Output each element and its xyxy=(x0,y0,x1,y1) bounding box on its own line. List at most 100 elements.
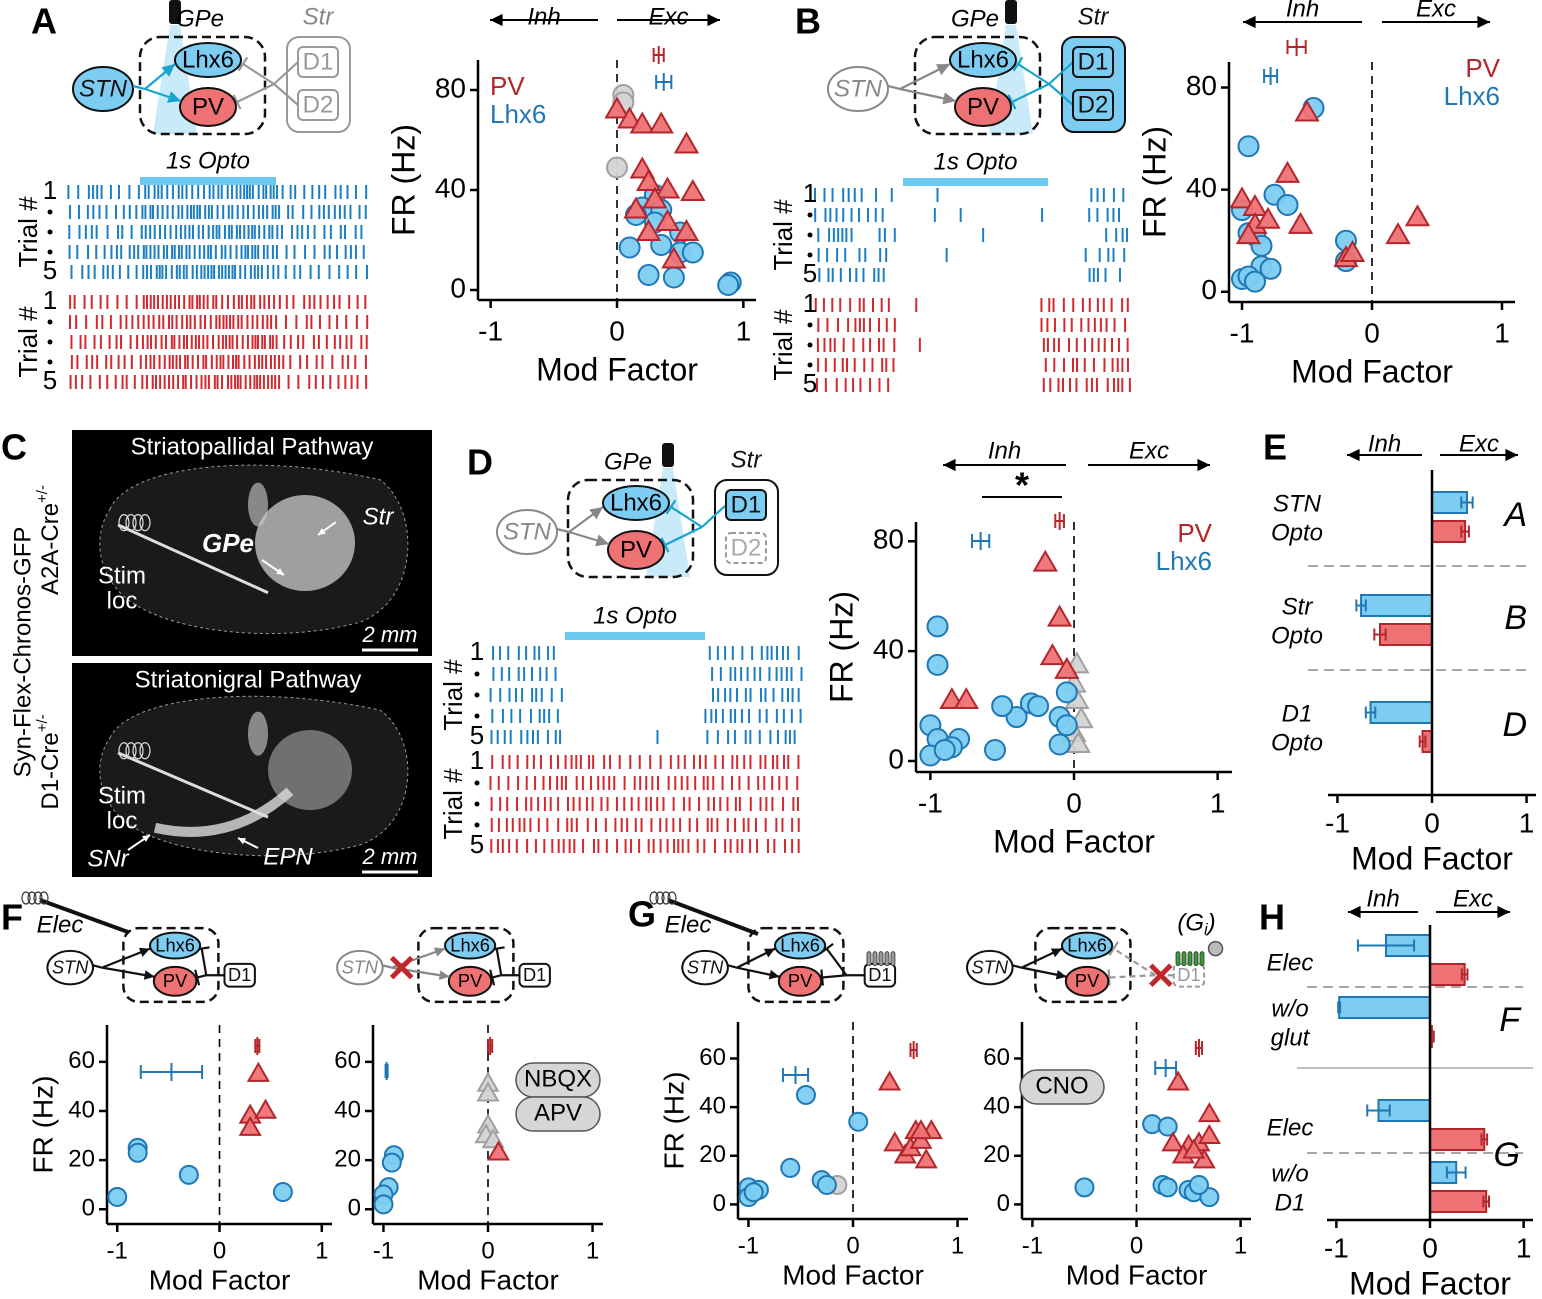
triangle-point xyxy=(1255,206,1281,229)
receptor-label-part: (G xyxy=(1177,910,1204,937)
lhx6-cell xyxy=(1061,931,1114,960)
circle-point xyxy=(1157,1177,1178,1198)
trial-number: 5 xyxy=(43,365,57,395)
category-label: w/o xyxy=(1271,1160,1308,1187)
badge xyxy=(515,1096,601,1132)
inhibitory-link xyxy=(1011,83,1050,103)
y-tick-label: 0 xyxy=(348,1195,361,1222)
inhibitory-link xyxy=(236,83,275,103)
trial-dot xyxy=(474,801,480,807)
pv-label: PV xyxy=(458,970,483,991)
annotation: Exc xyxy=(648,3,688,30)
triangle-point xyxy=(648,111,674,134)
d1-label: D1 xyxy=(1177,964,1200,985)
receptor-helix xyxy=(866,951,872,967)
y-tick-label: 20 xyxy=(699,1141,726,1168)
fluorescence-tract xyxy=(153,787,294,837)
x-axis-label: Mod Factor xyxy=(993,823,1155,859)
lhx6-label: Lhx6 xyxy=(1067,934,1107,955)
arrow-head xyxy=(161,64,175,77)
circle-point xyxy=(1259,257,1282,280)
category-label: Opto xyxy=(1271,622,1323,649)
mean-error-bar xyxy=(384,1062,389,1080)
arrow-head xyxy=(943,458,956,472)
circle-point xyxy=(272,1182,293,1203)
circle-point xyxy=(618,236,641,259)
category-label: Opto xyxy=(1271,729,1323,756)
circle-point xyxy=(662,266,685,289)
mean-error-bar xyxy=(487,1037,494,1055)
electrode-coil xyxy=(125,742,137,760)
lhx6-cell xyxy=(444,931,497,960)
triangle-point xyxy=(673,131,700,154)
arrow-head xyxy=(707,13,720,27)
stn-cell xyxy=(336,949,384,986)
triangle-point xyxy=(1287,211,1314,234)
circle-point xyxy=(1237,135,1260,158)
electrode-coil xyxy=(118,742,130,760)
y-tick-label: 80 xyxy=(435,72,466,103)
legend-entry: Lhx6 xyxy=(490,99,546,129)
x-tick-label: 0 xyxy=(846,1232,859,1259)
circle-point xyxy=(681,241,704,264)
triangle-point xyxy=(654,208,681,231)
inhibitory-link xyxy=(1113,947,1157,977)
trial-dot xyxy=(807,212,813,218)
pv-cell xyxy=(179,87,237,127)
x-axis-label: Mod Factor xyxy=(536,351,698,387)
triangle-point xyxy=(616,106,643,129)
inhibitory-link xyxy=(196,974,207,979)
inhibitory-link xyxy=(825,947,848,976)
stim-electrode xyxy=(117,751,269,819)
x-tick-label: 1 xyxy=(951,1232,964,1259)
d2-box xyxy=(1072,89,1114,121)
d1-label: D1 xyxy=(868,964,891,985)
y-tick-label: 0 xyxy=(997,1190,1010,1217)
arrow-head xyxy=(1497,905,1510,919)
opto-label: 1s Opto xyxy=(933,148,1017,175)
circle-point xyxy=(1048,733,1071,756)
mean-error-bar xyxy=(971,532,991,550)
arrow-head xyxy=(142,835,150,842)
panel-letter: A xyxy=(31,1,57,42)
circle-point xyxy=(1276,193,1299,216)
arrow-head xyxy=(1243,15,1256,29)
electrode-coil xyxy=(139,514,151,532)
y-tick-label: 60 xyxy=(699,1044,726,1071)
mean-error-bar xyxy=(909,1041,918,1059)
lhx6-label: Lhx6 xyxy=(450,934,490,955)
triangle-point xyxy=(1046,604,1073,627)
triangle-point xyxy=(604,96,630,119)
circle-point xyxy=(848,1111,869,1132)
x-tick-label: 1 xyxy=(1516,1232,1532,1263)
electrode xyxy=(39,898,129,934)
receptor-helix xyxy=(1199,951,1205,967)
image-label: SNr xyxy=(87,845,129,872)
optic-fiber xyxy=(662,443,674,467)
circle-point xyxy=(991,695,1014,718)
error-bar xyxy=(1480,1133,1489,1146)
annotation: Inh xyxy=(1368,430,1401,457)
circle-point xyxy=(816,1174,837,1195)
y-tick-label: 40 xyxy=(1186,172,1217,203)
arrow-head xyxy=(167,91,181,103)
y-tick-label: 60 xyxy=(68,1047,95,1074)
image-label: GPe xyxy=(202,528,254,558)
block-mark xyxy=(1149,963,1173,988)
trial-number: 1 xyxy=(43,175,57,205)
inhibitory-link xyxy=(822,974,847,979)
y-axis-label: FR (Hz) xyxy=(1136,126,1172,238)
projection xyxy=(556,527,570,534)
fluorescence xyxy=(268,730,352,810)
scale-label: 2 mm xyxy=(362,844,418,869)
receptor-helix xyxy=(1187,951,1193,967)
category-label: glut xyxy=(1271,1024,1311,1051)
pv-cell xyxy=(954,87,1012,127)
receptor-label-part: ) xyxy=(1205,910,1216,937)
mean-error-bar xyxy=(1054,512,1065,530)
gpe-box xyxy=(138,35,267,136)
receptor-label-sub: i xyxy=(1204,922,1208,939)
circle-point xyxy=(780,1157,801,1178)
error-bar xyxy=(1460,525,1470,538)
triangle-point xyxy=(878,1070,902,1091)
